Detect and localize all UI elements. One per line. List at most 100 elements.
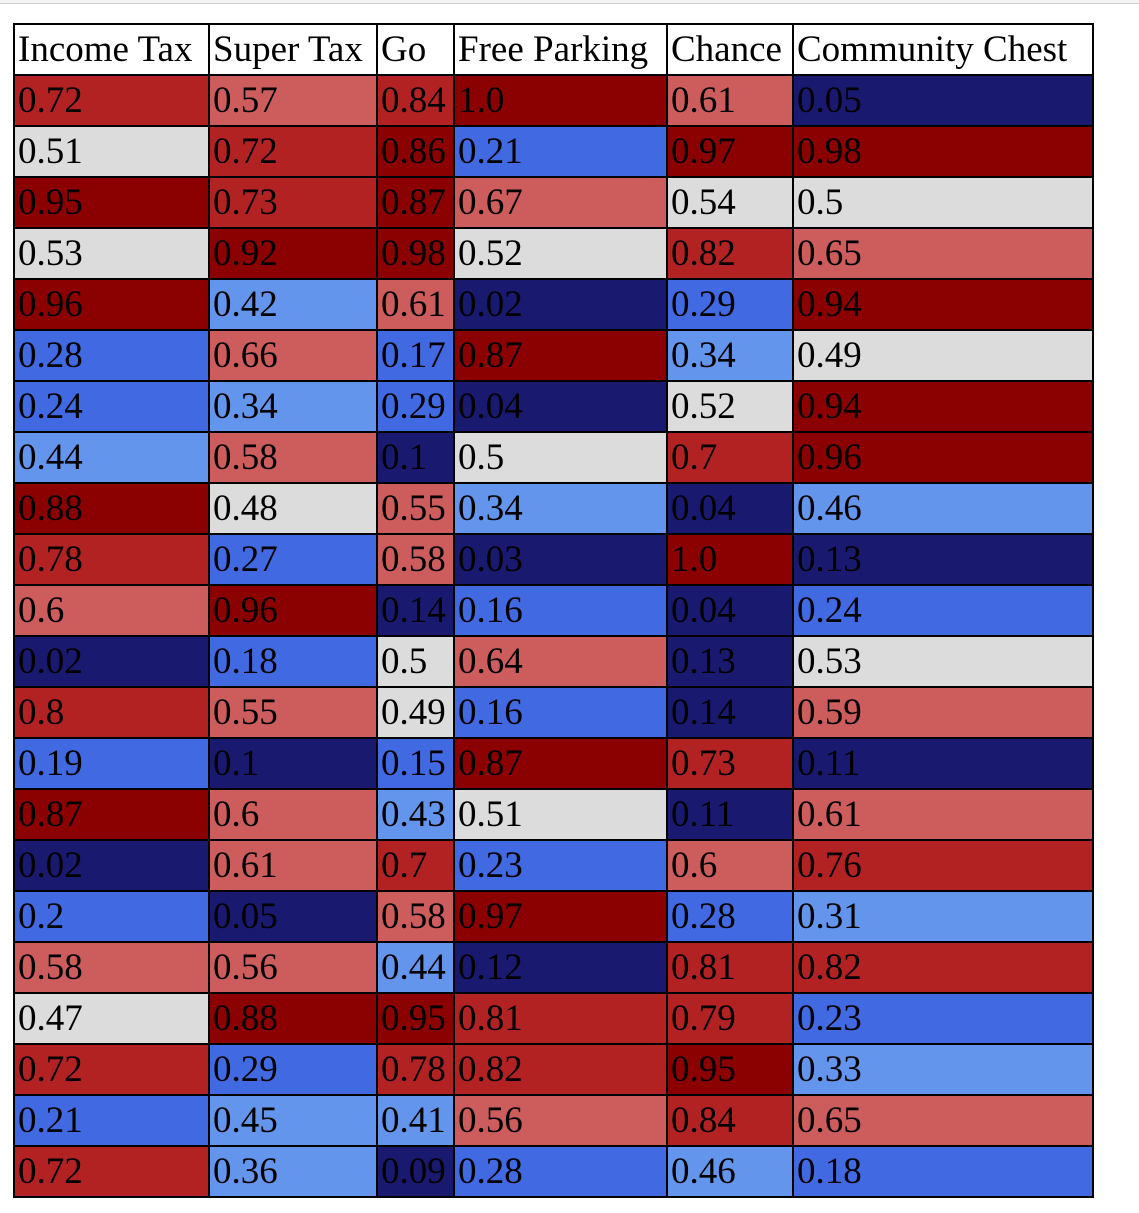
table-cell: 0.52: [666, 380, 794, 433]
table-cell: 0.43: [376, 788, 455, 841]
table-cell: 0.87: [453, 329, 668, 382]
table-cell: 0.31: [792, 890, 1094, 943]
table-row: 0.2 0.05 0.58 0.97 0.28 0.31: [13, 890, 1094, 943]
table-cell: 0.58: [13, 941, 210, 994]
table-cell: 1.0: [666, 533, 794, 586]
table-cell: 0.33: [792, 1043, 1094, 1096]
table-row: 0.24 0.34 0.29 0.04 0.52 0.94: [13, 380, 1094, 433]
table-cell: 0.59: [792, 686, 1094, 739]
table-cell: 0.56: [208, 941, 378, 994]
table-cell: 0.8: [13, 686, 210, 739]
table-cell: 0.95: [13, 176, 210, 229]
table-cell: 0.7: [376, 839, 455, 892]
table-cell: 0.17: [376, 329, 455, 382]
table-cell: 0.65: [792, 227, 1094, 280]
table-cell: 0.84: [666, 1094, 794, 1147]
table-cell: 0.1: [376, 431, 455, 484]
table-cell: 0.29: [376, 380, 455, 433]
table-cell: 0.46: [792, 482, 1094, 535]
table-cell: 0.81: [666, 941, 794, 994]
table-row: 0.28 0.66 0.17 0.87 0.34 0.49: [13, 329, 1094, 382]
table-cell: 0.72: [13, 1043, 210, 1096]
table-cell: 0.79: [666, 992, 794, 1045]
table-cell: 0.7: [666, 431, 794, 484]
table-cell: 0.34: [453, 482, 668, 535]
table-row: 0.6 0.96 0.14 0.16 0.04 0.24: [13, 584, 1094, 637]
table-cell: 0.54: [666, 176, 794, 229]
table-cell: 0.95: [376, 992, 455, 1045]
table-row: 0.02 0.18 0.5 0.64 0.13 0.53: [13, 635, 1094, 688]
table-cell: 0.72: [13, 1145, 210, 1198]
table-cell: 0.5: [792, 176, 1094, 229]
table-cell: 0.95: [666, 1043, 794, 1096]
table-cell: 0.61: [666, 74, 794, 127]
table-cell: 0.44: [13, 431, 210, 484]
table-cell: 0.6: [666, 839, 794, 892]
table-cell: 0.02: [13, 635, 210, 688]
table-cell: 0.94: [792, 278, 1094, 331]
table-row: 0.21 0.45 0.41 0.56 0.84 0.65: [13, 1094, 1094, 1147]
table-cell: 0.34: [208, 380, 378, 433]
table-cell: 0.92: [208, 227, 378, 280]
table-cell: 0.04: [453, 380, 668, 433]
table-cell: 0.11: [666, 788, 794, 841]
table-cell: 0.87: [376, 176, 455, 229]
table-cell: 0.51: [453, 788, 668, 841]
table-cell: 0.24: [792, 584, 1094, 637]
table-row: 0.78 0.27 0.58 0.03 1.0 0.13: [13, 533, 1094, 586]
table-cell: 0.73: [666, 737, 794, 790]
table-cell: 0.82: [792, 941, 1094, 994]
table-cell: 0.88: [13, 482, 210, 535]
table-cell: 0.18: [208, 635, 378, 688]
table-cell: 0.81: [453, 992, 668, 1045]
table-cell: 0.87: [453, 737, 668, 790]
table-cell: 0.21: [453, 125, 668, 178]
table-cell: 0.56: [453, 1094, 668, 1147]
table-cell: 0.34: [666, 329, 794, 382]
column-header-super-tax: Super Tax: [208, 23, 378, 76]
table-cell: 0.58: [208, 431, 378, 484]
table-cell: 0.67: [453, 176, 668, 229]
table-cell: 0.65: [792, 1094, 1094, 1147]
table-row: 0.02 0.61 0.7 0.23 0.6 0.76: [13, 839, 1094, 892]
column-header-income-tax: Income Tax: [13, 23, 210, 76]
table-cell: 0.58: [376, 890, 455, 943]
table-row: 0.44 0.58 0.1 0.5 0.7 0.96: [13, 431, 1094, 484]
table-row: 0.58 0.56 0.44 0.12 0.81 0.82: [13, 941, 1094, 994]
table-cell: 0.46: [666, 1145, 794, 1198]
table-cell: 0.55: [376, 482, 455, 535]
table-cell: 0.84: [376, 74, 455, 127]
table-cell: 0.73: [208, 176, 378, 229]
table-cell: 0.42: [208, 278, 378, 331]
table-cell: 0.52: [453, 227, 668, 280]
table-row: 0.53 0.92 0.98 0.52 0.82 0.65: [13, 227, 1094, 280]
table-cell: 0.53: [792, 635, 1094, 688]
table-cell: 0.96: [13, 278, 210, 331]
table-cell: 0.57: [208, 74, 378, 127]
table-cell: 0.76: [792, 839, 1094, 892]
table-cell: 0.49: [376, 686, 455, 739]
table-cell: 0.2: [13, 890, 210, 943]
table-cell: 0.24: [13, 380, 210, 433]
table-cell: 0.5: [453, 431, 668, 484]
table-cell: 0.14: [376, 584, 455, 637]
heatmap-table: Income Tax Super Tax Go Free Parking Cha…: [13, 23, 1094, 1198]
table-cell: 0.61: [376, 278, 455, 331]
table-cell: 0.6: [208, 788, 378, 841]
table-row: 0.47 0.88 0.95 0.81 0.79 0.23: [13, 992, 1094, 1045]
table-cell: 0.51: [13, 125, 210, 178]
table-cell: 0.97: [453, 890, 668, 943]
table-cell: 0.96: [792, 431, 1094, 484]
table-cell: 0.88: [208, 992, 378, 1045]
table-cell: 0.09: [376, 1145, 455, 1198]
table-cell: 0.14: [666, 686, 794, 739]
table-cell: 0.12: [453, 941, 668, 994]
table-cell: 0.98: [376, 227, 455, 280]
table-cell: 0.86: [376, 125, 455, 178]
table-cell: 0.04: [666, 482, 794, 535]
table-cell: 0.02: [13, 839, 210, 892]
table-cell: 0.04: [666, 584, 794, 637]
table-cell: 0.72: [13, 74, 210, 127]
table-cell: 0.13: [666, 635, 794, 688]
table-cell: 0.41: [376, 1094, 455, 1147]
